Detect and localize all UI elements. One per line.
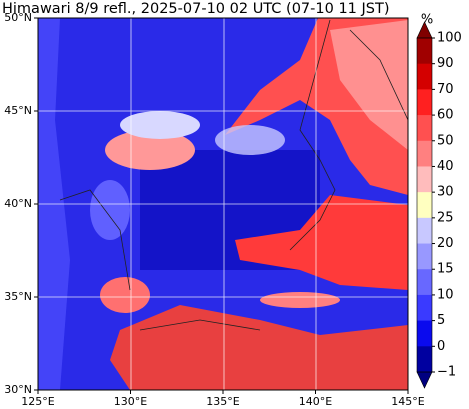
lon-label: 145°E <box>391 395 424 408</box>
cloud-area <box>110 305 408 390</box>
coastline <box>59 19 408 331</box>
colorbar-segment <box>417 192 432 219</box>
colorbar-label: 5 <box>437 313 445 328</box>
cloud-area <box>330 20 408 150</box>
cloud-area <box>90 180 130 240</box>
colorbar-segment <box>417 269 432 296</box>
colorbar-label: 20 <box>437 236 454 251</box>
cloud-area <box>105 130 195 170</box>
cloud-area <box>260 292 340 308</box>
colorbar-label: 40 <box>437 159 454 174</box>
colorbar-label: 100 <box>437 31 462 46</box>
lat-label: 40°N <box>4 197 32 210</box>
colorbar-label: 30 <box>437 185 454 200</box>
colorbar-segment <box>417 38 432 65</box>
colorbar-label: −1 <box>437 365 456 380</box>
colorbar-label: 25 <box>437 210 454 225</box>
lon-label: 130°E <box>114 395 147 408</box>
colorbar-label: 60 <box>437 108 454 123</box>
colorbar-label: 90 <box>437 56 454 71</box>
colorbar-segment <box>417 346 432 373</box>
colorbar-segment <box>417 243 432 270</box>
colorbar-segment <box>417 320 432 347</box>
colorbar-frame <box>416 37 433 373</box>
lon-label: 125°E <box>21 395 54 408</box>
lat-label: 30°N <box>4 383 32 396</box>
lat-label: 50°N <box>4 11 32 24</box>
colorbar-segment <box>417 115 432 142</box>
colorbar-label: 0 <box>437 339 445 354</box>
lat-label: 45°N <box>4 104 32 117</box>
lon-label: 135°E <box>206 395 239 408</box>
cloud-area <box>120 111 200 139</box>
colorbar-under <box>416 371 433 389</box>
cloud-area <box>235 195 408 290</box>
colorbar-label: 70 <box>437 82 454 97</box>
lon-label: 140°E <box>299 395 332 408</box>
colorbar-label: 50 <box>437 133 454 148</box>
lat-label: 35°N <box>4 290 32 303</box>
colorbar-segment <box>417 217 432 245</box>
satellite-image <box>38 18 408 390</box>
dynamic: 125°E 130°E 135°E 140°E 145°E 50°N 45°N 40°N 35°… <box>4 11 462 408</box>
colorbar-segment <box>417 166 432 193</box>
cloud-area <box>100 277 150 313</box>
graticule <box>38 18 408 390</box>
colorbar-segment <box>417 63 432 90</box>
colorbar-label: 15 <box>437 262 454 277</box>
cloud-area <box>215 125 285 155</box>
colorbar-segment <box>417 294 432 322</box>
title: Himawari 8/9 refl., 2025-07-10 02 UTC (0… <box>2 1 390 17</box>
colorbar-segment <box>417 140 432 167</box>
colorbar-label: 10 <box>437 287 454 302</box>
colorbar-segment <box>417 89 432 116</box>
